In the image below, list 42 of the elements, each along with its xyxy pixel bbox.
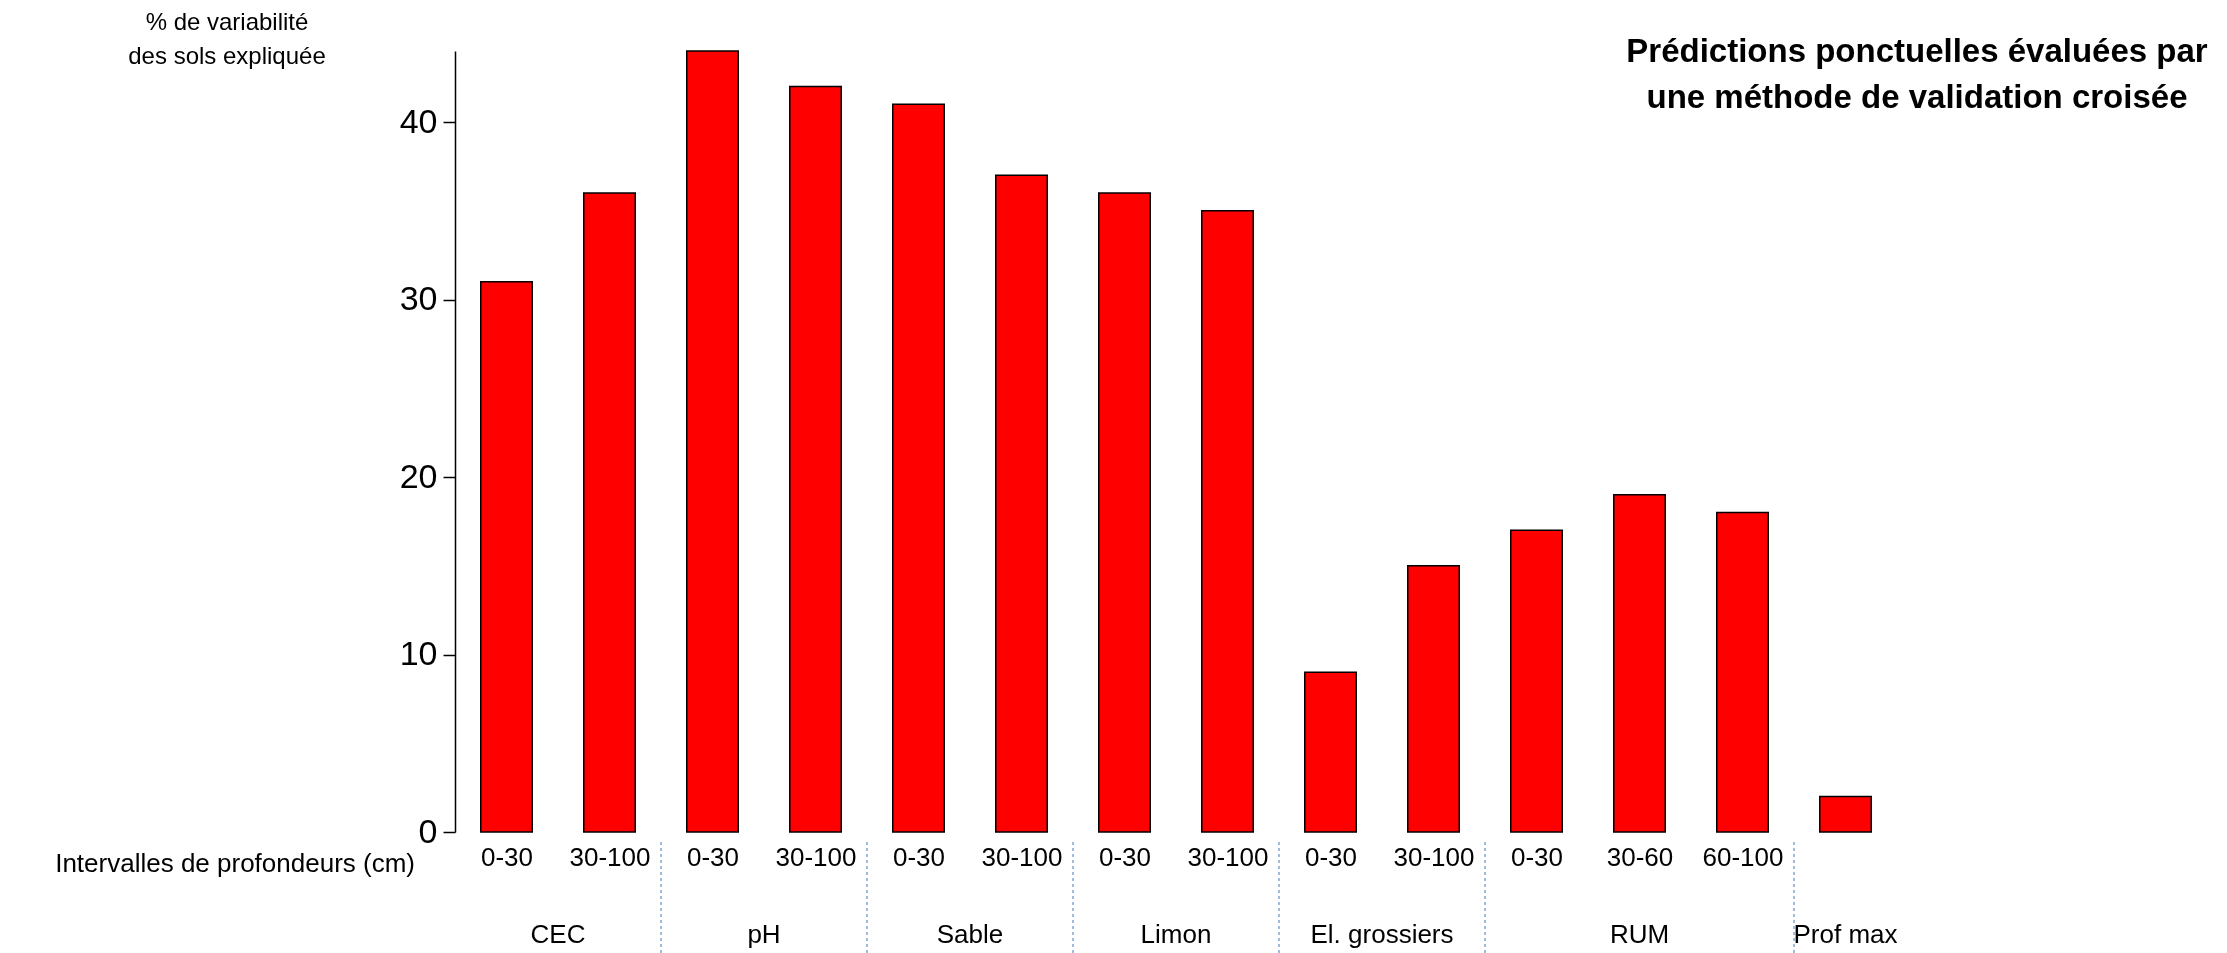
bar (686, 50, 739, 833)
bar (480, 281, 533, 833)
bar (1613, 494, 1666, 833)
bar (1098, 192, 1151, 833)
x-axis-title: Intervalles de profondeurs (cm) (55, 848, 415, 878)
text: Prof max (1793, 919, 1898, 949)
bar (892, 103, 945, 833)
text: pH (747, 919, 781, 949)
chart-title: Prédictions ponctuelles évaluées par une méthode de validation croisée (1626, 32, 2208, 115)
x-tick-label: 30-100 (1393, 841, 1475, 872)
x-tick-label: 0-30 (686, 841, 740, 872)
x-tick-label: 60-100 (1702, 841, 1784, 872)
x-tick-label: 0-30 (1304, 841, 1358, 872)
text: El. grossiers (1310, 919, 1454, 949)
text: Limon (1140, 919, 1212, 949)
x-tick-label: 30-100 (1187, 841, 1269, 872)
x-tick-label: 30-100 (981, 841, 1063, 872)
text: RUM (1609, 919, 1670, 949)
x-tick-label: 0-30 (1510, 841, 1564, 872)
x-tick-label: 30-100 (569, 841, 651, 872)
y-tick-label: 40 (399, 101, 438, 140)
y-tick-label: 30 (399, 279, 438, 317)
text: CEC (530, 919, 586, 949)
bar (789, 85, 842, 833)
x-tick-label: 0-30 (480, 841, 534, 872)
text: Sable (936, 919, 1004, 949)
y-tick-label: 20 (399, 456, 438, 495)
bar (1819, 795, 1872, 833)
bar (1304, 671, 1357, 833)
x-tick-label: 0-30 (892, 841, 946, 872)
bar (583, 192, 636, 833)
bar (1407, 565, 1460, 833)
x-tick-label: 0-30 (1098, 841, 1152, 872)
bar (1716, 511, 1769, 833)
bar (1510, 529, 1563, 833)
x-tick-label: 30-100 (775, 841, 857, 872)
y-axis-title: % de variabilité des sols expliquée (128, 8, 326, 69)
y-tick-label: 10 (399, 634, 438, 672)
bar (1201, 210, 1254, 833)
x-tick-label: 30-60 (1606, 841, 1674, 872)
bar (995, 174, 1048, 833)
y-tick-label: 0 (418, 811, 438, 850)
